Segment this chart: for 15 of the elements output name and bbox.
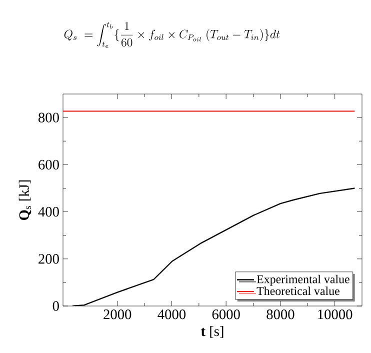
x-tick-label: 6000: [212, 310, 240, 320]
y-tick-label: 400: [38, 206, 59, 217]
x-tick-label: 4000: [158, 310, 186, 320]
x-axis-title: t [s]: [200, 326, 224, 338]
x-tick-label: 10000: [318, 310, 352, 320]
y-axis-title: Q$_{s}$ [kJ]: [18, 180, 32, 220]
chart-title: $Q_s \;=\int_{t_e}^{t_b}\{\frac{1}{60}\times f_{oil}\times C_{P_{oil}}\ (T_{out}-T_{in})\}dt$: [64, 22, 280, 48]
x-tick-label: 2000: [104, 310, 132, 320]
x-tick-label: 8000: [266, 310, 294, 320]
y-tick-label: 600: [38, 160, 59, 170]
y-tick-label: 800: [38, 112, 59, 122]
y-tick-label: 200: [38, 254, 59, 264]
y-tick-label: 0: [52, 301, 59, 311]
legend-label: Theoretical value: [256, 286, 340, 296]
legend-label: Experimental value: [256, 274, 350, 286]
